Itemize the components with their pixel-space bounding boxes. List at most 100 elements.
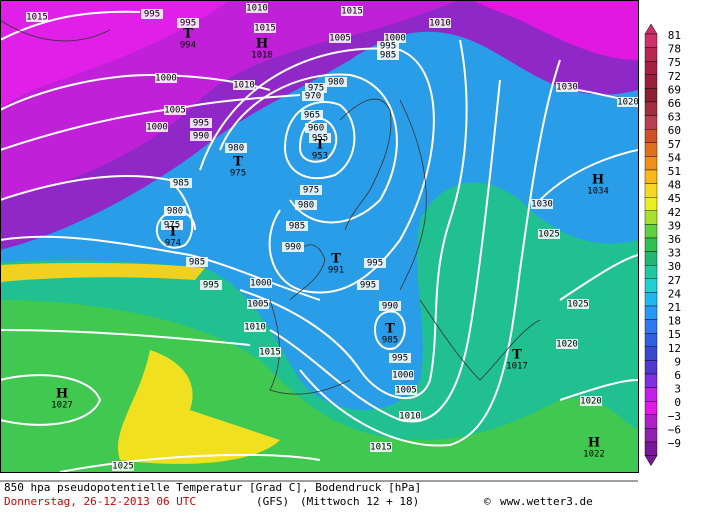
coastline [289,244,326,301]
colorbar-label: 9 [674,355,681,368]
cold-region [470,0,638,60]
colorbar-label: 81 [668,29,681,42]
isobar-label: 1025 [538,230,560,240]
isobar [374,310,406,350]
pressure-center-kind: T [168,225,178,240]
colorbar-label: 30 [668,260,681,273]
isobar [199,47,435,294]
colorbar-label: 6 [674,369,681,382]
isobar-label-bg [364,258,386,268]
colorbar-swatch [644,210,658,225]
isobar-label-bg [567,299,589,309]
warm-patch [117,350,281,464]
isobar-label-bg [250,278,272,288]
isobar-label-bg [282,242,304,252]
isobar-label-bg [200,280,222,290]
colorbar-label: 21 [668,301,681,314]
isobar-label-bg [161,220,183,230]
isobar-label-bg [341,6,363,16]
colorbar-swatch [644,47,658,62]
isobar-label: 1000 [250,279,272,289]
colorbar-swatch [644,441,658,456]
pressure-center-value: 1034 [587,187,609,197]
colorbar-label: 15 [668,328,681,341]
colorbar-swatch [644,128,658,143]
isobar-label-bg [329,33,351,43]
colorbar-swatch [644,33,658,48]
isobar-label-bg [164,105,186,115]
pressure-center-value: 975 [230,169,246,179]
pressure-center-kind: T [233,155,243,170]
isobar-label: 995 [180,19,196,29]
isobar-label-bg [246,3,268,13]
isobar [0,329,251,346]
pressure-center-value: 994 [180,41,196,51]
isobar-label: 1015 [254,24,276,34]
caption-model: (GFS) [256,495,289,508]
isobar-label: 995 [144,10,160,20]
isobar-label: 990 [285,243,301,253]
colorbar-swatch [644,196,658,211]
isobar [539,149,638,201]
isobar-label: 1005 [164,106,186,116]
isobar-label: 1010 [246,4,268,14]
isobar-label: 1010 [399,412,421,422]
isobar-label-bg [177,18,199,28]
isobar-label-bg [286,221,308,231]
pressure-center-value: 985 [382,336,398,346]
isobar-label: 1000 [146,123,168,133]
coastlines [0,19,541,395]
colorbar-label: 27 [668,274,681,287]
isobar-label: 985 [380,51,396,61]
colorbar-label: 48 [668,179,681,192]
isobar-label-bg [384,33,406,43]
warm-band [0,263,205,282]
colorbar-swatch [644,292,658,307]
isobar-label-bg [244,322,266,332]
colorbar-swatch [644,251,658,266]
isobar [0,374,102,426]
isobar-label-bg [155,73,177,83]
pressure-center-kind: H [256,37,268,52]
isobar-label: 995 [193,119,209,129]
pressure-center-value: 1022 [583,450,605,460]
colorbar-swatch [644,224,658,239]
isobar-label: 980 [328,78,344,88]
colorbar-swatch [644,61,658,76]
isobar-label: 975 [164,221,180,231]
colorbar-label: 24 [668,287,682,300]
isobar-label: 995 [367,259,383,269]
pressure-center-kind: T [315,138,325,153]
pressure-center-value: 974 [165,239,181,249]
isobar-label: 995 [203,281,219,291]
colorbar-label: 3 [674,383,681,396]
colorbar-label: 33 [668,247,681,260]
colorbar-label: 78 [668,43,681,56]
colorbar-swatch [644,115,658,130]
isobar-label-bg [556,82,578,92]
isobar-label: 1005 [395,386,417,396]
colorbar-swatch [644,319,658,334]
isobar-label: 1020 [556,340,578,350]
isobar-label-bg [300,185,322,195]
isobar-label-bg [305,123,327,133]
isobar-label: 990 [382,302,398,312]
pressure-center-kind: H [588,436,600,451]
isobar-label-bg [146,122,168,132]
colorbar-arrow-top [644,23,658,35]
isobar [284,100,356,180]
isobar-label: 1030 [531,200,553,210]
isobar [239,39,468,399]
isobar-label-bg [259,347,281,357]
isobar-label: 975 [303,186,319,196]
pressure-center-kind: T [385,322,395,337]
isobar [0,10,141,41]
isobar-label-bg [254,23,276,33]
isobar-label: 980 [228,144,244,154]
isobar-label-bg [225,143,247,153]
pressure-center-value: 1027 [51,401,73,411]
colorbar-label: 0 [674,396,681,409]
isobar [299,59,561,447]
